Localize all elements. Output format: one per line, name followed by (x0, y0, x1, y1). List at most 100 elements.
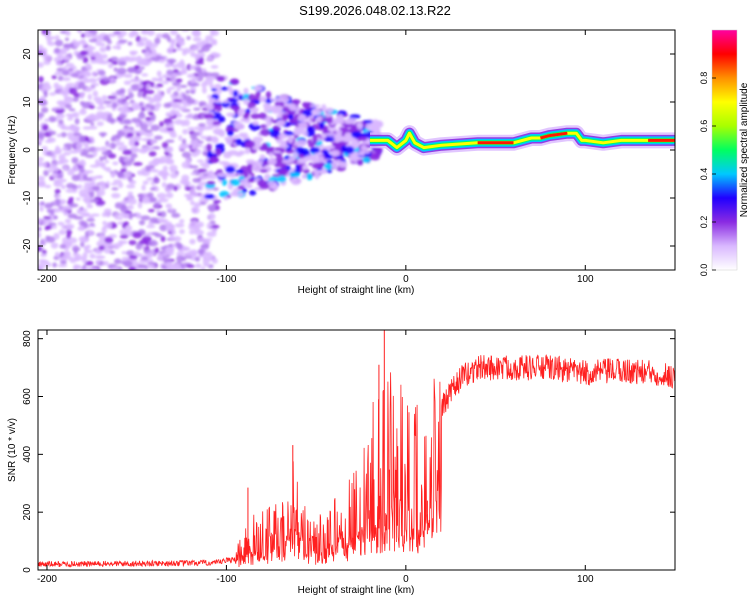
spectrogram-transition-blob (276, 114, 284, 119)
spectrogram-transition-blob (296, 139, 307, 147)
spectrogram-noise-blob (152, 169, 159, 173)
spectrogram-noise-blob (114, 202, 123, 209)
spectrogram-noise-blob (38, 62, 44, 68)
spectrogram-noise-blob (63, 55, 71, 61)
spectrogram-transition-blob (212, 128, 224, 135)
spectrogram-noise-blob (138, 219, 146, 226)
spectrogram-noise-blob (60, 124, 66, 130)
colorbar-tick-label: 0.0 (699, 264, 709, 277)
spectrogram-noise-blob (65, 30, 71, 37)
spectrogram-noise-blob (192, 37, 202, 42)
spectrogram-transition-blob (324, 163, 333, 170)
spectrogram-noise-blob (111, 102, 118, 109)
spectrogram-noise-blob (196, 221, 204, 228)
spectrogram-noise-blob (45, 34, 51, 40)
spectrogram-noise-blob (186, 73, 195, 79)
spectrogram-noise-blob (166, 127, 174, 131)
spectrogram-noise-blob (181, 151, 192, 158)
spectrogram-noise-blob (79, 206, 84, 211)
colorbar-label: Normalized spectral amplitude (739, 82, 750, 217)
spectrogram-noise-blob (113, 67, 118, 72)
spectrogram-noise-blob (147, 208, 155, 213)
spectrogram-transition-blob (206, 180, 216, 185)
spectrogram-transition-blob (235, 138, 243, 146)
spectrogram-noise-blob (195, 263, 202, 269)
spectrogram-noise-blob (167, 129, 176, 135)
spectrogram-noise-blob (197, 254, 203, 258)
spectrogram-noise-blob (86, 204, 94, 209)
spectrogram-noise-blob (41, 84, 52, 91)
spectrogram-noise-blob (128, 92, 134, 99)
spectrogram-noise-blob (99, 146, 108, 152)
spectrogram-noise-blob (69, 149, 79, 154)
spectrogram-transition-blob (276, 119, 286, 127)
spectrogram-noise-blob (189, 65, 196, 70)
spectrogram-noise-blob (178, 95, 184, 101)
spectrogram-transition-blob (311, 108, 322, 116)
spectrogram-noise-blob (208, 213, 216, 220)
spectrogram-noise-blob (177, 40, 185, 47)
colorbar-ticks: 0.0 0.2 0.4 0.6 0.8 (699, 72, 716, 277)
spectrogram-transition-blob (350, 138, 359, 143)
spectrogram-noise-blob (178, 145, 188, 150)
spectrogram-transition-blob (215, 143, 225, 148)
spectrogram-noise-blob (84, 260, 94, 266)
spectrogram-noise-blob (123, 260, 133, 268)
spectrogram-transition-blob (341, 145, 348, 153)
spectrogram-noise-blob (129, 51, 137, 56)
spectrogram-noise-blob (90, 122, 95, 126)
spectrogram-noise-blob (189, 238, 196, 245)
spectrogram-noise-blob (166, 265, 175, 270)
spectrogram-noise-blob (200, 70, 208, 78)
spectrogram-noise-blob (153, 179, 160, 183)
spectrogram-noise-blob (92, 90, 99, 97)
spectrogram-noise-blob (186, 98, 196, 105)
spectrogram-noise-blob (126, 132, 134, 138)
spectrogram-noise-blob (88, 38, 98, 43)
spectrogram-noise-blob (208, 56, 213, 61)
spectrogram-noise-blob (66, 233, 71, 240)
spectrogram-noise-blob (54, 188, 61, 194)
spectrogram-noise-blob (59, 90, 67, 95)
spectrogram-noise-blob (38, 112, 45, 118)
spectrogram-noise-blob (148, 151, 157, 157)
spectrogram-noise-blob (114, 258, 122, 265)
spectrogram-noise-blob (140, 256, 149, 261)
spectrogram-noise-blob (108, 63, 114, 69)
spectrogram-transition-blob (242, 132, 249, 139)
spectrogram-noise-blob (190, 79, 196, 84)
spectrogram-noise-blob (130, 31, 139, 36)
spectrogram-noise-blob (146, 264, 156, 269)
spectrogram-noise-blob (44, 184, 52, 189)
spectrogram-noise-blob (139, 148, 147, 154)
spectrogram-noise-blob (50, 242, 59, 249)
spectrogram-noise-blob (165, 192, 174, 199)
spectrogram-transition-blob (252, 120, 259, 126)
spectrogram-transition-blob (255, 91, 261, 98)
spectrogram-transition-blob (278, 133, 288, 140)
spectrogram-transition-blob (222, 99, 229, 103)
spectrogram-noise-blob (194, 256, 201, 262)
spectrogram-noise-blob (90, 213, 100, 217)
spectrogram-noise-blob (181, 256, 187, 262)
spectrogram-noise-blob (116, 67, 127, 75)
spectrogram-noise-blob (162, 165, 168, 171)
spectrogram-transition-blob (290, 177, 297, 183)
spectrogram-noise-blob (59, 244, 67, 249)
figure-title: S199.2026.048.02.13.R22 (299, 3, 451, 18)
spectrogram-noise-blob (38, 76, 44, 83)
spectrogram-noise-blob (141, 73, 149, 77)
snr-y-tick-label: 400 (22, 446, 33, 463)
spectrogram-noise-blob (120, 93, 126, 99)
spectrogram-transition-blob (326, 169, 333, 174)
spectrogram-noise-blob (72, 111, 80, 118)
spectrogram-noise-blob (38, 157, 45, 162)
spectrogram-transition-blob (206, 143, 212, 152)
spectrogram-noise-blob (191, 144, 197, 150)
spectrogram-noise-blob (132, 232, 142, 239)
spectrogram-noise-blob (100, 183, 107, 191)
spectrogram-noise-blob (95, 260, 100, 265)
snr-panel: -200 -100 0 100 0 200 400 600 800 Height of str… (7, 329, 676, 596)
spectrogram-noise-blob (38, 138, 43, 143)
spectrogram-noise-blob (142, 58, 153, 64)
